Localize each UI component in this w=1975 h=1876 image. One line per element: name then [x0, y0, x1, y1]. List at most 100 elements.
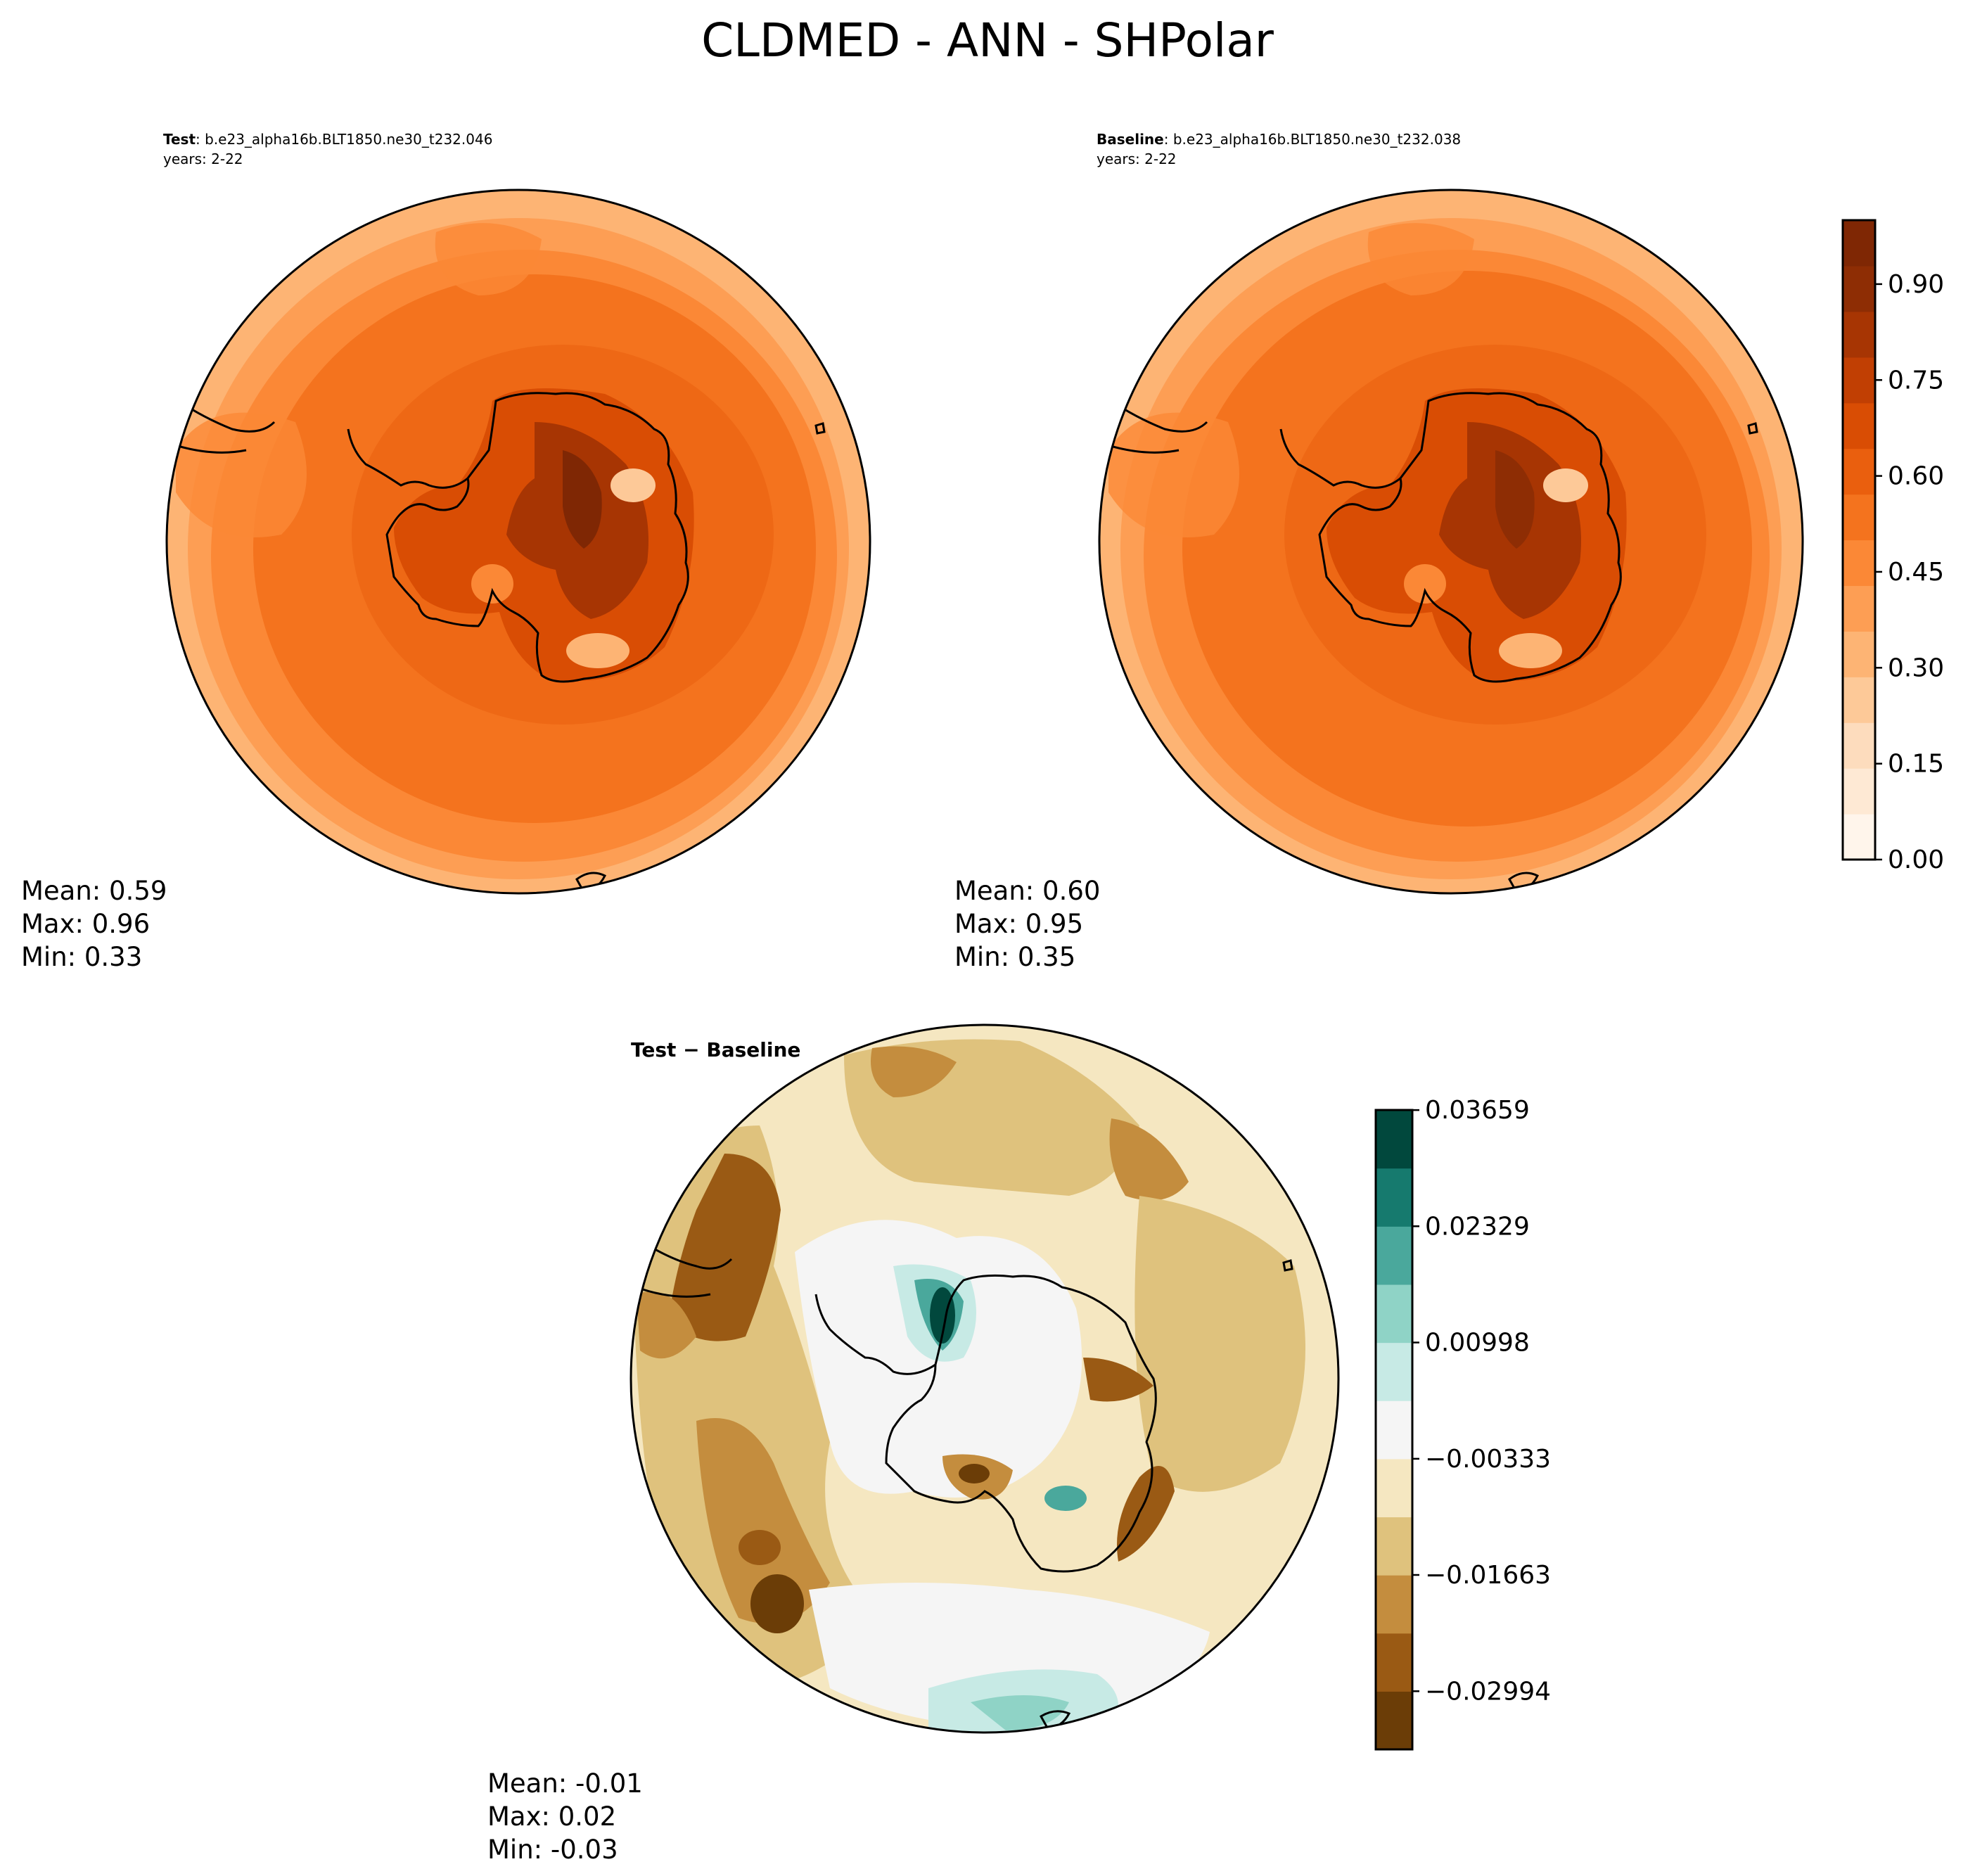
colorbar-main-segment: [1843, 220, 1875, 267]
map-diff-brown-east-coast: [1117, 1466, 1175, 1562]
colorbar-main-segment: [1843, 677, 1875, 723]
colorbar-main-segment: [1843, 814, 1875, 860]
map-diff-island-right: [1282, 1259, 1293, 1272]
map-test: [167, 190, 870, 893]
colorbar-main-tick-label: 0.90: [1888, 270, 1944, 299]
panel-test-stat-min: Min: 0.33: [21, 942, 142, 972]
panel-baseline-stat-max: Max: 0.95: [954, 909, 1083, 939]
map-diff-coastline: [885, 1274, 1157, 1573]
colorbar-diff-tick-label: −0.02994: [1425, 1677, 1551, 1706]
map-diff-brown-southwest: [739, 1530, 781, 1565]
map-diff-teal-east: [1044, 1486, 1087, 1511]
panel-test-label-bold: Test: [163, 131, 196, 148]
colorbar-diff-segment: [1376, 1691, 1412, 1750]
map-diff-peninsula-coast: [814, 1294, 936, 1375]
map-baseline-peninsula-coast: [1279, 428, 1401, 489]
panel-test-label: Test: b.e23_alpha16b.BLT1850.ne30_t232.0…: [163, 131, 492, 148]
colorbar-main-tick-label: 0.60: [1888, 462, 1944, 491]
colorbar-main-segment: [1843, 311, 1875, 358]
colorbar-main-segment: [1843, 768, 1875, 815]
colorbar-main-tick-label: 0.45: [1888, 558, 1944, 587]
panel-test-stat-mean: Mean: 0.59: [21, 876, 167, 906]
panel-diff-label: Test − Baseline: [631, 1038, 800, 1061]
map-diff-dark-southwest: [750, 1574, 804, 1633]
map-diff-brown-west: [668, 1154, 781, 1341]
map-test-light-patch-3: [566, 633, 629, 668]
colorbar-diff-segment: [1376, 1575, 1412, 1634]
colorbar-diff-tick-label: 0.03659: [1425, 1096, 1530, 1125]
map-diff-brown-east: [1083, 1358, 1153, 1402]
panel-baseline-stat-mean: Mean: 0.60: [954, 876, 1100, 906]
panel-baseline-years: years: 2-22: [1097, 151, 1177, 167]
colorbar-main-segment: [1843, 402, 1875, 449]
colorbar-main-tick-label: 0.75: [1888, 366, 1944, 395]
colorbar-main-segment: [1843, 722, 1875, 769]
colorbar-main-segment: [1843, 631, 1875, 677]
map-test-light-patch-1: [611, 468, 656, 502]
map-test-light-patch-2: [471, 564, 513, 604]
map-test-peninsula-coast: [347, 428, 468, 489]
colorbar-main: 0.00 0.15 0.30 0.45 0.60 0.75 0.90: [1841, 219, 1944, 874]
panel-baseline-label-rest: : b.e23_alpha16b.BLT1850.ne30_t232.038: [1164, 131, 1461, 148]
colorbar-main-segment: [1843, 585, 1875, 632]
map-diff-brown-west-edge: [637, 1291, 696, 1359]
colorbar-diff-frame: [1374, 1109, 1414, 1751]
colorbar-diff-segment: [1376, 1110, 1412, 1169]
colorbar-diff-segment: [1376, 1226, 1412, 1285]
colorbar-diff-segment: [1376, 1517, 1412, 1576]
colorbar-diff-tick-label: −0.00333: [1425, 1445, 1551, 1474]
colorbar-main-tick-label: 0.00: [1888, 846, 1944, 874]
map-test-continent-peak: [563, 450, 602, 549]
colorbar-diff-segment: [1376, 1400, 1412, 1460]
colorbar-diff-segment: [1376, 1633, 1412, 1692]
figure-title: CLDMED - ANN - SHPolar: [701, 13, 1274, 68]
map-diff-mid-brown-southwest: [696, 1418, 830, 1624]
colorbar-diff-segment: [1376, 1458, 1412, 1518]
colorbar-main-segment: [1843, 540, 1875, 587]
panel-test-years: years: 2-22: [163, 151, 243, 167]
map-baseline-light-patch-2: [1404, 564, 1446, 604]
map-test-boundary: [165, 189, 871, 895]
panel-diff-stat-mean: Mean: -0.01: [487, 1768, 643, 1799]
colorbar-diff-tick-label: 0.00998: [1425, 1329, 1530, 1358]
panel-test-stat-max: Max: 0.96: [21, 909, 150, 939]
map-test-island-right: [814, 422, 826, 435]
map-baseline-coastline: [1318, 392, 1622, 683]
colorbar-diff: 0.03659 0.02329 0.00998 −0.00333 −0.01663 −0.…: [1374, 1096, 1551, 1751]
panel-test: Test: b.e23_alpha16b.BLT1850.ne30_t232.0…: [21, 131, 871, 972]
map-baseline-continent-peak: [1495, 450, 1535, 549]
map-test-ocean-patch-west: [176, 412, 307, 537]
map-baseline-light-patch-3: [1499, 633, 1562, 668]
colorbar-diff-segment: [1376, 1168, 1412, 1227]
panel-baseline-label-bold: Baseline: [1097, 131, 1164, 148]
colorbar-main-segment: [1843, 357, 1875, 404]
colorbar-main-segment: [1843, 448, 1875, 495]
map-baseline-ocean-patch-west: [1108, 412, 1239, 537]
colorbar-diff-segment: [1376, 1342, 1412, 1401]
panel-baseline-stat-min: Min: 0.35: [954, 942, 1075, 972]
map-baseline-light-patch-1: [1543, 468, 1588, 502]
colorbar-main-frame: [1841, 219, 1877, 861]
map-baseline-island-right: [1747, 422, 1758, 435]
map-baseline: [1099, 190, 1803, 893]
colorbar-main-segment: [1843, 494, 1875, 541]
panel-baseline-label: Baseline: b.e23_alpha16b.BLT1850.ne30_t2…: [1097, 131, 1461, 148]
map-test-coastline: [385, 392, 689, 683]
map-diff-dark-interior: [959, 1464, 990, 1483]
map-diff-tan-east: [1134, 1196, 1305, 1492]
colorbar-diff-tick-label: −0.01663: [1425, 1561, 1551, 1590]
map-diff-brown-top: [871, 1046, 957, 1097]
map-baseline-ocean-patch-top: [1367, 223, 1474, 295]
panel-diff: Test − Baseline: [487, 1023, 1340, 1865]
panel-diff-stat-min: Min: -0.03: [487, 1834, 618, 1865]
colorbar-main-tick-label: 0.15: [1888, 750, 1944, 779]
map-baseline-boundary: [1098, 189, 1804, 895]
colorbar-main-tick-label: 0.30: [1888, 653, 1944, 682]
map-test-ocean-patch-top: [435, 223, 542, 295]
panel-test-label-rest: : b.e23_alpha16b.BLT1850.ne30_t232.046: [196, 131, 492, 148]
map-diff-boundary: [629, 1023, 1340, 1734]
map-diff: [631, 1025, 1338, 1733]
colorbar-diff-segment: [1376, 1284, 1412, 1344]
colorbar-diff-tick-label: 0.02329: [1425, 1212, 1530, 1241]
